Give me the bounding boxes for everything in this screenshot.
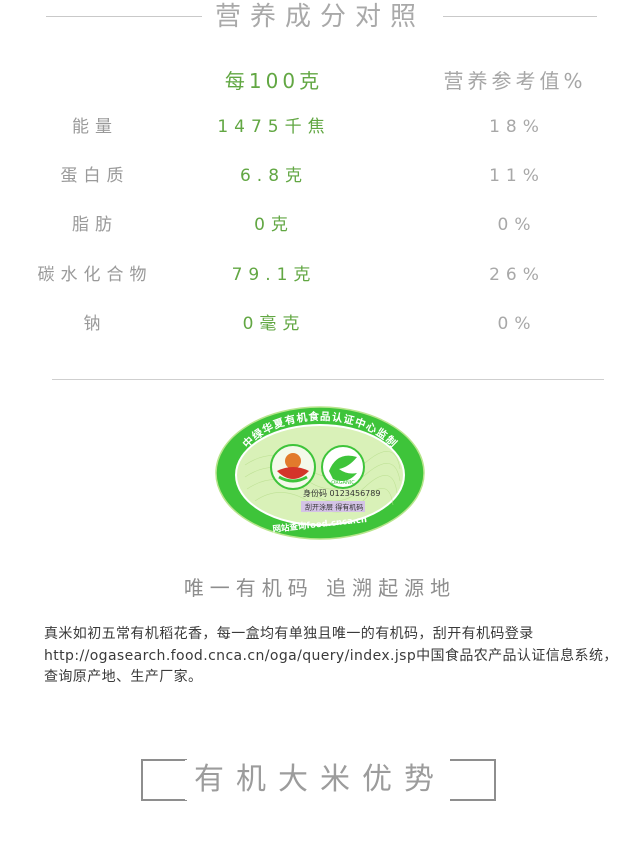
china-organic-logo-icon [270, 444, 316, 490]
title-line-right [443, 16, 597, 17]
row-nrv-sodium: 0% [497, 314, 537, 334]
row-value-protein: 6.8克 [239, 166, 309, 186]
row-nrv-fat: 0% [497, 215, 537, 235]
row-name-carbohydrate: 碳水化合物 [37, 265, 153, 285]
traceability-caption: 唯一有机码 追溯起源地 [183, 576, 457, 600]
description-paragraph: 真米如初五常有机稻花香，每一盒均有单独且唯一的有机码，刮开有机码登录http:/… [44, 626, 618, 685]
organic-certification-seal: ORGANIC 中绿华夏有机食品认证中心监制 身份码 0123456789 刮开… [215, 405, 425, 542]
seal-id-code: 身份码 0123456789 [303, 488, 380, 498]
svg-text:ORGANIC: ORGANIC [331, 480, 355, 486]
row-nrv-energy: 18% [489, 117, 545, 137]
row-value-energy: 1475千焦 [217, 117, 331, 137]
title-bracket-right [450, 759, 496, 801]
organic-leaf-logo-icon: ORGANIC [321, 445, 365, 489]
seal-scratch-label: 刮开涂层 得有机码 [305, 503, 363, 512]
page-title: 营养成分对照 [214, 2, 425, 32]
section-title-organic-advantages: 有机大米优势 [194, 762, 446, 797]
title-line-left [46, 16, 202, 17]
column-header-nrv: 营养参考值% [443, 69, 587, 93]
row-name-protein: 蛋白质 [60, 166, 130, 186]
column-header-per100g: 每100克 [224, 69, 324, 93]
row-nrv-carbohydrate: 26% [489, 265, 545, 285]
section-header: 营养成分对照 [0, 0, 640, 34]
row-value-fat: 0克 [254, 215, 294, 235]
row-value-carbohydrate: 79.1克 [231, 265, 317, 285]
seal-scratch-area [301, 501, 365, 512]
row-name-sodium: 钠 [83, 314, 107, 334]
row-name-energy: 能量 [72, 117, 118, 137]
title-bracket-left [141, 759, 187, 801]
row-value-sodium: 0毫克 [242, 314, 306, 334]
divider [52, 379, 604, 380]
row-name-fat: 脂肪 [72, 215, 118, 235]
row-nrv-protein: 11% [489, 166, 545, 186]
